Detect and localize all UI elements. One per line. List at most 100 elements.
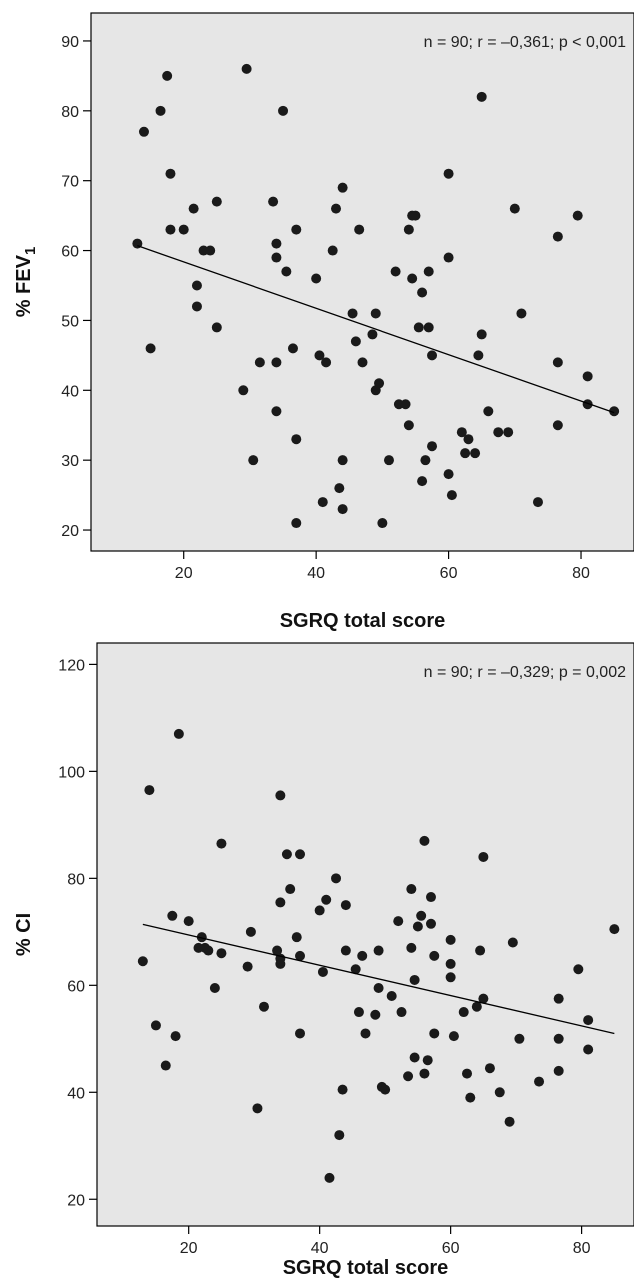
data-point	[337, 504, 348, 515]
data-point	[337, 455, 348, 466]
data-point	[285, 884, 296, 895]
y-axis-title-subscript: 1	[22, 247, 39, 255]
data-point	[327, 245, 338, 256]
data-point	[403, 1071, 414, 1082]
data-point	[357, 950, 368, 961]
data-point	[314, 350, 325, 361]
data-point	[311, 273, 322, 284]
data-point	[314, 905, 325, 916]
data-point	[582, 399, 593, 410]
data-point	[420, 455, 431, 466]
y-tick-label: 70	[61, 174, 79, 191]
data-point	[484, 1063, 495, 1074]
data-point	[138, 126, 149, 137]
data-point	[331, 873, 342, 884]
x-axis-title: SGRQ total score	[283, 1257, 449, 1279]
data-point	[160, 1060, 171, 1071]
data-point	[609, 406, 620, 417]
y-tick-label: 80	[61, 104, 79, 121]
data-point	[281, 849, 292, 860]
data-point	[443, 252, 454, 263]
data-point	[350, 336, 361, 347]
data-point	[552, 420, 563, 431]
data-point	[419, 835, 430, 846]
data-point	[291, 518, 302, 529]
y-tick-label: 60	[61, 244, 79, 261]
data-point	[478, 851, 489, 862]
data-point	[478, 993, 489, 1004]
data-point	[209, 982, 220, 993]
data-point	[445, 934, 456, 945]
scatter-chart-ci: 20 40 60 80 100 120 20 40 60 80 n = 90; r = –0,329…	[13, 642, 634, 1279]
data-point	[476, 329, 487, 340]
data-point	[367, 329, 378, 340]
data-point	[407, 273, 418, 284]
data-point	[334, 483, 345, 494]
data-point	[413, 322, 424, 333]
data-point	[410, 210, 421, 221]
data-point	[165, 168, 176, 179]
data-point	[268, 196, 279, 207]
data-point	[241, 63, 252, 74]
data-point	[573, 964, 584, 975]
data-point	[334, 1130, 345, 1141]
data-point	[350, 964, 361, 975]
data-point	[275, 897, 286, 908]
data-point	[462, 1068, 473, 1079]
data-point	[400, 399, 411, 410]
y-tick-label: 50	[61, 313, 79, 330]
data-point	[321, 894, 332, 905]
data-point	[380, 1084, 391, 1095]
x-tick-label: 20	[180, 1240, 198, 1257]
data-point	[373, 945, 384, 956]
y-axis-title: % CI	[13, 913, 35, 956]
data-point	[216, 948, 227, 959]
data-point	[145, 343, 156, 354]
data-point	[470, 448, 481, 459]
data-point	[553, 1033, 564, 1044]
x-tick-label: 40	[307, 565, 325, 582]
data-point	[494, 1087, 505, 1098]
data-point	[460, 448, 471, 459]
data-point	[272, 945, 283, 956]
data-point	[360, 1028, 371, 1039]
data-point	[271, 357, 282, 368]
data-point	[188, 203, 199, 214]
data-point	[370, 1009, 381, 1020]
data-point	[183, 916, 194, 927]
data-point	[321, 357, 332, 368]
data-point	[456, 427, 467, 438]
x-tick-label: 80	[572, 565, 590, 582]
data-point	[423, 266, 434, 277]
data-point	[295, 1028, 306, 1039]
data-point	[216, 838, 227, 849]
y-tick-label: 30	[61, 453, 79, 470]
data-point	[291, 224, 302, 235]
data-point	[291, 932, 302, 943]
data-point	[445, 972, 456, 983]
plot-area	[90, 12, 634, 552]
data-point	[403, 420, 414, 431]
data-point	[317, 497, 328, 508]
data-point	[317, 966, 328, 977]
data-point	[150, 1020, 161, 1031]
data-point	[419, 1068, 430, 1079]
data-point	[173, 728, 184, 739]
data-point	[337, 182, 348, 193]
x-tick-label: 40	[311, 1240, 329, 1257]
data-point	[417, 476, 428, 487]
data-point	[532, 497, 543, 508]
data-point	[340, 900, 351, 911]
data-point	[373, 982, 384, 993]
data-point	[396, 1007, 407, 1018]
data-point	[291, 434, 302, 445]
stats-annotation: n = 90; r = –0,361; p < 0,001	[424, 34, 626, 51]
y-tick-label: 40	[67, 1085, 85, 1102]
data-point	[609, 924, 620, 935]
x-tick-label: 20	[175, 565, 193, 582]
data-point	[211, 322, 222, 333]
data-point	[278, 105, 289, 116]
data-point	[271, 238, 282, 249]
data-point	[354, 224, 365, 235]
